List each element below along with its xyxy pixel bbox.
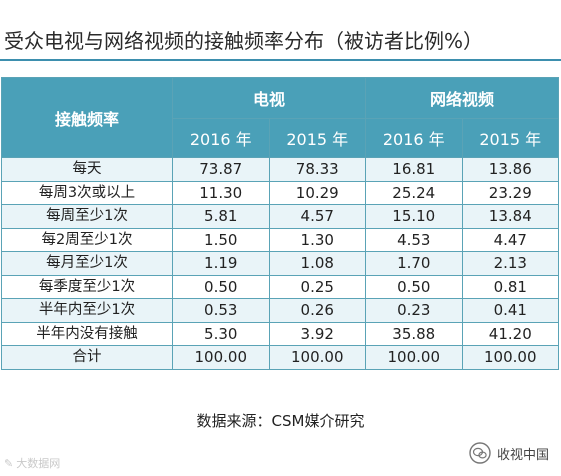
table-row: 每周至少1次 5.81 4.57 15.10 13.84: [1, 204, 560, 229]
header-tv: 电视: [171, 77, 367, 119]
table-cell: 0.50: [172, 274, 270, 299]
header-online-2016: 2016 年: [365, 118, 463, 158]
bigdata-logo-icon: ✎: [4, 456, 14, 470]
table-cell: 5.30: [172, 321, 270, 346]
watermark-right-text: 收视中国: [496, 447, 549, 463]
table-row: 每2周至少1次 1.50 1.30 4.53 4.47: [1, 227, 560, 252]
table-cell: 0.53: [172, 298, 270, 323]
table-cell: 1.70: [365, 251, 463, 276]
table-cell: 0.26: [268, 298, 367, 323]
table-cell: 5.81: [172, 204, 270, 229]
row-label: 半年内至少1次: [1, 298, 173, 323]
table-cell: 0.41: [461, 298, 560, 323]
header-tv-2016: 2016 年: [172, 118, 270, 158]
table-cell: 1.30: [268, 227, 367, 252]
table-row: 每周3次或以上 11.30 10.29 25.24 23.29: [1, 180, 560, 205]
table-cell: 100.00: [461, 345, 560, 370]
table-cell: 1.19: [172, 251, 270, 276]
table-row: 每季度至少1次 0.50 0.25 0.50 0.81: [1, 274, 560, 299]
table-cell: 4.53: [365, 227, 463, 252]
title-divider: [0, 59, 561, 61]
table-cell: 11.30: [172, 180, 270, 205]
table-cell: 16.81: [365, 157, 463, 182]
row-label: 合计: [1, 345, 173, 370]
table-cell: 13.84: [461, 204, 560, 229]
table-cell: 35.88: [365, 321, 463, 346]
table-row: 每月至少1次 1.19 1.08 1.70 2.13: [1, 251, 560, 276]
header-online-video: 网络视频: [365, 77, 560, 119]
table-row: 每天 73.87 78.33 16.81 13.86: [1, 157, 560, 182]
frequency-table: 接触频率 电视 网络视频 2016 年 2015 年 2016 年 2015 年…: [1, 77, 560, 370]
row-label: 每月至少1次: [1, 251, 173, 276]
table-cell: 100.00: [268, 345, 367, 370]
header-tv-2015: 2015 年: [268, 118, 367, 158]
header-online-2015: 2015 年: [461, 118, 560, 158]
page-title: 受众电视与网络视频的接触频率分布（被访者比例%）: [4, 29, 484, 53]
table-cell: 0.81: [461, 274, 560, 299]
table-cell: 13.86: [461, 157, 560, 182]
table-row: 合计 100.00 100.00 100.00 100.00: [1, 345, 560, 370]
row-label: 每周3次或以上: [1, 180, 173, 205]
wechat-icon: [469, 442, 491, 464]
table-cell: 23.29: [461, 180, 560, 205]
row-label: 每季度至少1次: [1, 274, 173, 299]
watermark-left: ✎ 大数据网: [4, 455, 60, 471]
table-cell: 25.24: [365, 180, 463, 205]
table-cell: 100.00: [172, 345, 270, 370]
watermark-right: 收视中国: [469, 442, 549, 464]
data-source-note: 数据来源：CSM媒介研究: [196, 412, 365, 430]
table-cell: 73.87: [172, 157, 270, 182]
table-cell: 78.33: [268, 157, 367, 182]
table-cell: 15.10: [365, 204, 463, 229]
watermark-left-text: 大数据网: [16, 457, 61, 470]
table-row: 半年内没有接触 5.30 3.92 35.88 41.20: [1, 321, 560, 346]
header-frequency: 接触频率: [1, 77, 173, 158]
row-label: 半年内没有接触: [1, 321, 173, 346]
table-cell: 41.20: [461, 321, 560, 346]
table-cell: 0.25: [268, 274, 367, 299]
table-cell: 2.13: [461, 251, 560, 276]
table-cell: 1.50: [172, 227, 270, 252]
table-cell: 4.57: [268, 204, 367, 229]
table-cell: 100.00: [365, 345, 463, 370]
row-label: 每天: [1, 157, 173, 182]
row-label: 每2周至少1次: [1, 227, 173, 252]
table-cell: 10.29: [268, 180, 367, 205]
table-cell: 3.92: [268, 321, 367, 346]
table-row: 半年内至少1次 0.53 0.26 0.23 0.41: [1, 298, 560, 323]
table-cell: 4.47: [461, 227, 560, 252]
table-cell: 0.50: [365, 274, 463, 299]
row-label: 每周至少1次: [1, 204, 173, 229]
table-cell: 1.08: [268, 251, 367, 276]
table-cell: 0.23: [365, 298, 463, 323]
